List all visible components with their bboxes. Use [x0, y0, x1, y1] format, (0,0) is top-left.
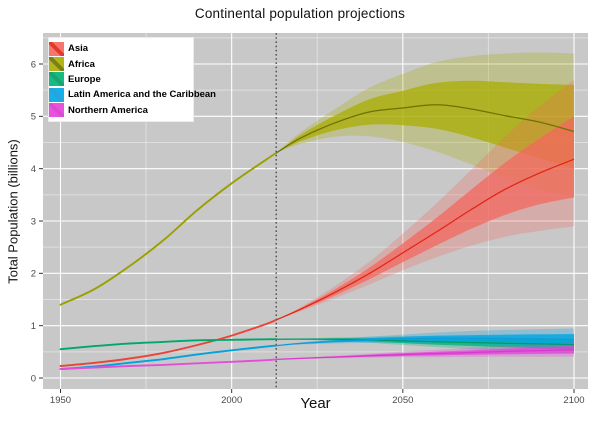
- history-line-asia: [59, 152, 278, 306]
- band-80-latin-america-and-the-caribbean: [276, 334, 574, 346]
- y-tick-label-2: 2: [31, 269, 36, 280]
- band-80-africa: [276, 116, 574, 320]
- legend-item-africa: Africa: [49, 56, 187, 72]
- legend-label-latin-america: Latin America and the Caribbean: [68, 89, 216, 101]
- band-95-northern-america: [276, 342, 574, 360]
- history-line-northern-america: [59, 358, 278, 371]
- history-line-europe: [59, 338, 278, 351]
- legend-label-asia: Asia: [68, 43, 89, 55]
- x-axis-title: Year: [300, 395, 331, 412]
- y-tick-label-3: 3: [31, 216, 36, 227]
- median-line-asia: [275, 104, 575, 154]
- x-tick-label-1950: 1950: [50, 395, 71, 406]
- x-tick-label-2050: 2050: [392, 395, 413, 406]
- legend-item-latin-america: Latin America and the Caribbean: [49, 87, 216, 102]
- history-line-latin-america-and-the-caribbean: [59, 344, 278, 371]
- y-tick-label-6: 6: [31, 59, 36, 70]
- legend-item-northern-america: Northern America: [49, 103, 187, 118]
- legend-item-europe: Europe: [49, 72, 187, 87]
- legend-key-africa-icon: [49, 57, 64, 72]
- legend-key-latin-america-icon: [49, 87, 64, 102]
- legend-key-asia-icon: [49, 41, 64, 56]
- y-tick-label-5: 5: [31, 112, 36, 123]
- band-80-asia: [276, 80, 574, 169]
- x-tick-label-2000: 2000: [221, 395, 242, 406]
- median-line-northern-america: [276, 349, 575, 361]
- y-tick-label-0: 0: [31, 373, 36, 384]
- legend-label-africa: Africa: [68, 58, 95, 70]
- median-line-latin-america-and-the-caribbean: [276, 337, 575, 347]
- history-line-africa: [59, 318, 278, 367]
- legend: Asia Africa Europe Latin America and the…: [48, 37, 216, 122]
- median-line-africa: [275, 158, 575, 321]
- x-tick-label-2100: 2100: [563, 395, 584, 406]
- legend-label-northern-america: Northern America: [68, 104, 148, 116]
- chart-title: Continental population projections: [194, 6, 406, 21]
- y-tick-label-4: 4: [31, 164, 36, 175]
- legend-key-europe-icon: [49, 72, 64, 87]
- y-tick-label-1: 1: [31, 321, 36, 332]
- legend-label-europe: Europe: [68, 73, 101, 85]
- median-line-europe: [276, 338, 575, 346]
- legend-key-northern-america-icon: [49, 103, 64, 118]
- legend-item-asia: Asia: [49, 41, 187, 56]
